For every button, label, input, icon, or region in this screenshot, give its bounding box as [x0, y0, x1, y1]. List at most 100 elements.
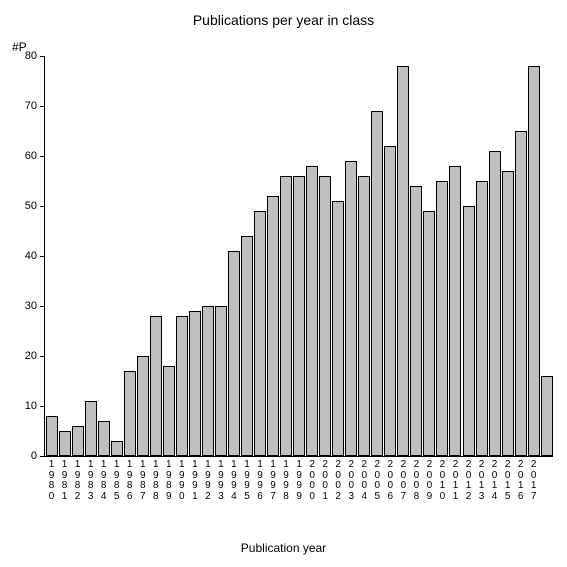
bar-slot: 1 9 9 8 [280, 56, 293, 456]
bar-slot: 2 0 0 1 [319, 56, 332, 456]
xtick-label: 1 9 9 8 [281, 460, 291, 502]
xtick-label: 2 0 0 4 [359, 460, 369, 502]
ytick-label: 40 [25, 250, 37, 262]
xtick-label: 1 9 9 3 [216, 460, 226, 502]
bar-slot: 2 0 1 3 [475, 56, 488, 456]
xtick-label: 1 9 8 8 [151, 460, 161, 502]
bar [202, 306, 214, 456]
xtick-label: 1 9 8 4 [99, 460, 109, 502]
bar [150, 316, 162, 456]
bar-slot: 2 0 1 2 [462, 56, 475, 456]
bar-slot: 2 0 1 1 [449, 56, 462, 456]
ytick-label: 20 [25, 350, 37, 362]
bar-slot: 2 0 0 3 [345, 56, 358, 456]
xtick-label: 2 0 1 2 [464, 460, 474, 502]
bar [319, 176, 331, 456]
bar-slot: 1 9 9 2 [201, 56, 214, 456]
bar-slot: 1 9 8 4 [97, 56, 110, 456]
xtick-label: 1 9 9 0 [177, 460, 187, 502]
bar [176, 316, 188, 456]
bar [423, 211, 435, 456]
xtick-label: 1 9 9 9 [294, 460, 304, 502]
bar-slot: 1 9 8 0 [45, 56, 58, 456]
bar [306, 166, 318, 456]
bar-slot: 2 0 1 0 [436, 56, 449, 456]
xtick-label: 1 9 9 2 [203, 460, 213, 502]
bar-slot: 1 9 8 2 [71, 56, 84, 456]
bar [515, 131, 527, 456]
xtick-label: 1 9 8 9 [164, 460, 174, 502]
ytick-label: 70 [25, 100, 37, 112]
ytick [40, 56, 45, 57]
bar [124, 371, 136, 456]
xtick-label: 1 9 8 3 [86, 460, 96, 502]
bar-slot: 2 0 0 0 [306, 56, 319, 456]
xtick-label: 2 0 1 4 [490, 460, 500, 502]
bar [449, 166, 461, 456]
xtick-label: 2 0 1 5 [503, 460, 513, 502]
plot-area: 1 9 8 01 9 8 11 9 8 21 9 8 31 9 8 4 1 9 8… [44, 56, 553, 457]
xtick-label: 2 0 0 1 [320, 460, 330, 502]
bar-slot: 1 9 8 3 [84, 56, 97, 456]
xtick-label: 1 9 9 4 [229, 460, 239, 502]
bar-slot [540, 56, 553, 456]
bar-slot: 2 0 0 9 [423, 56, 436, 456]
bar [85, 401, 97, 456]
ytick-label: 10 [25, 400, 37, 412]
xtick-label: 1 9 8 5 [112, 460, 122, 502]
bar-slot: 1 9 8 6 [123, 56, 136, 456]
xtick-label: 2 0 1 3 [477, 460, 487, 502]
bar-slot: 1 9 8 1 [58, 56, 71, 456]
bar [267, 196, 279, 456]
bar [241, 236, 253, 456]
bar-slot: 2 0 0 2 [332, 56, 345, 456]
xtick-label: 2 0 1 0 [437, 460, 447, 502]
ytick-label: 50 [25, 200, 37, 212]
bar [59, 431, 71, 456]
xtick-label: 2 0 1 7 [529, 460, 539, 502]
bar [228, 251, 240, 456]
bar [215, 306, 227, 456]
ytick [40, 106, 45, 107]
ytick-label: 60 [25, 150, 37, 162]
bar [489, 151, 501, 456]
bar-slot: 2 0 0 4 [358, 56, 371, 456]
ytick [40, 206, 45, 207]
ytick [40, 456, 45, 457]
bar [371, 111, 383, 456]
bar-slot: 1 9 8 8 [149, 56, 162, 456]
xtick-label: 1 9 8 1 [60, 460, 70, 502]
bar-slot: 1 9 8 9 [162, 56, 175, 456]
xtick-label: 2 0 0 8 [411, 460, 421, 502]
bar [463, 206, 475, 456]
xtick-label: 2 0 0 9 [424, 460, 434, 502]
chart-title: Publications per year in class [0, 12, 567, 28]
xtick-label: 1 9 9 7 [268, 460, 278, 502]
xtick-label: 2 0 1 6 [516, 460, 526, 502]
bar-slot: 2 0 0 5 [371, 56, 384, 456]
bar [72, 426, 84, 456]
xtick-label: 1 9 9 5 [242, 460, 252, 502]
ytick [40, 406, 45, 407]
bar-slot: 1 9 9 7 [267, 56, 280, 456]
bar-slot: 2 0 1 4 [488, 56, 501, 456]
chart-container: Publications per year in class #P 1 9 8 … [0, 0, 567, 567]
ytick-label: 30 [25, 300, 37, 312]
xtick-label: 2 0 0 2 [333, 460, 343, 502]
bar-slot: 1 9 9 4 [227, 56, 240, 456]
ytick [40, 356, 45, 357]
bar [46, 416, 58, 456]
xtick-label: 2 0 1 1 [450, 460, 460, 502]
bar [332, 201, 344, 456]
bar-slot: 1 9 8 7 [136, 56, 149, 456]
bar-slot: 1 9 9 9 [293, 56, 306, 456]
xtick-label: 1 9 8 0 [47, 460, 57, 502]
xtick-label: 2 0 0 5 [372, 460, 382, 502]
bar [163, 366, 175, 456]
ytick [40, 156, 45, 157]
xtick-label: 1 9 9 1 [190, 460, 200, 502]
bar-slot: 1 9 9 5 [240, 56, 253, 456]
xtick-label: 1 9 8 6 [125, 460, 135, 502]
bar-slot: 1 9 9 1 [188, 56, 201, 456]
bar [280, 176, 292, 456]
